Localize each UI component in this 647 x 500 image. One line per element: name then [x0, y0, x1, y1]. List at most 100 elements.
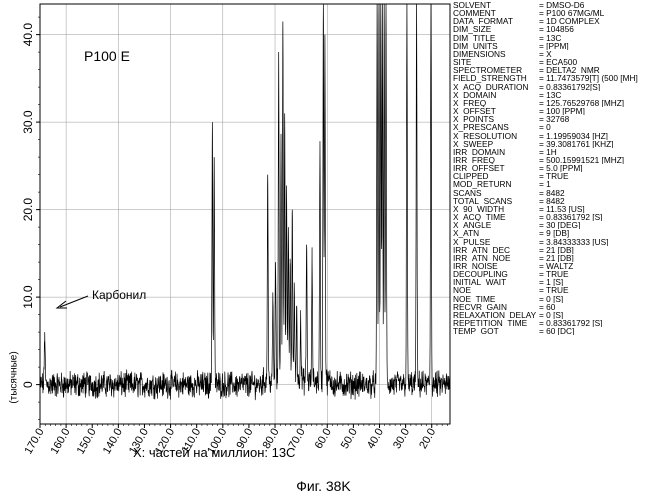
x-tick-label: 20.0 [417, 427, 438, 452]
carbonyl-label: Карбонил [92, 288, 146, 302]
param-value: = 9 [DB] [539, 229, 647, 237]
param-key: IRR_ATN_NOE [453, 254, 539, 262]
param-value: = TRUE [539, 270, 647, 278]
param-value: = 60 [539, 303, 647, 311]
param-value: = 100 [PPM] [539, 107, 647, 115]
y-tick-label: 20.0 [21, 198, 35, 222]
y-tick-label: 0 [21, 381, 35, 388]
param-row: X_POINTS= 32768 [453, 115, 647, 123]
param-key: IRR_NOISE [453, 262, 539, 270]
param-row: X_90_WIDTH= 11.53 [US] [453, 205, 647, 213]
carbonyl-arrow [57, 296, 88, 308]
param-value: = 500.15991521 [MHZ] [539, 156, 647, 164]
param-row: TEMP_GOT= 60 [DC] [453, 327, 647, 335]
param-row: X_PRESCANS= 0 [453, 123, 647, 131]
param-value: = 1.19959034 [HZ] [539, 132, 647, 140]
param-key: X_OFFSET [453, 107, 539, 115]
param-row: X_ANGLE= 30 [DEG] [453, 221, 647, 229]
param-value: = 13C [539, 91, 647, 99]
param-row: NOE= TRUE [453, 286, 647, 294]
param-key: DIM_TITLE [453, 34, 539, 42]
param-row: RECVR_GAIN= 60 [453, 303, 647, 311]
param-value: = 0 [539, 123, 647, 131]
acquisition-parameters: SOLVENT= DMSO-D6COMMENT= P100 67MG/MLDAT… [453, 1, 647, 335]
param-key: COMMENT [453, 9, 539, 17]
param-key: TEMP_GOT [453, 327, 539, 335]
param-key: DATA_FORMAT [453, 17, 539, 25]
param-value: = 11.7473579[T] (500 [MH] [539, 74, 647, 82]
param-key: IRR_FREQ [453, 156, 539, 164]
param-row: X_FREQ= 125.76529768 [MHZ] [453, 99, 647, 107]
param-key: X_POINTS [453, 115, 539, 123]
param-value: = 1D COMPLEX [539, 17, 647, 25]
param-value: = WALTZ [539, 262, 647, 270]
x-tick-label: 40.0 [365, 427, 386, 452]
y-axis: 0 10.0 20.0 30.0 40.0 [21, 17, 40, 420]
param-key: X_PRESCANS [453, 123, 539, 131]
param-row: IRR_FREQ= 500.15991521 [MHZ] [453, 156, 647, 164]
param-value: = ECA500 [539, 58, 647, 66]
param-key: X_PULSE [453, 238, 539, 246]
x-tick-label: 50.0 [339, 427, 360, 452]
param-key: X_SWEEP [453, 140, 539, 148]
param-row: SITE= ECA500 [453, 58, 647, 66]
param-key: X_FREQ [453, 99, 539, 107]
param-value: = 0 [S] [539, 311, 647, 319]
param-value: = P100 67MG/ML [539, 9, 647, 17]
param-key: NOE_TIME [453, 295, 539, 303]
param-key: DECOUPLING [453, 270, 539, 278]
param-row: DIMENSIONS= X [453, 50, 647, 58]
param-value: = 21 [DB] [539, 246, 647, 254]
param-key: X_ATN [453, 229, 539, 237]
param-row: X_PULSE= 3.84333333 [US] [453, 238, 647, 246]
param-value: = [PPM] [539, 42, 647, 50]
param-key: NOE [453, 286, 539, 294]
param-row: X_OFFSET= 100 [PPM] [453, 107, 647, 115]
param-row: DIM_SIZE= 104856 [453, 25, 647, 33]
param-row: INITIAL_WAIT= 1 [S] [453, 278, 647, 286]
param-row: X_DOMAIN= 13C [453, 91, 647, 99]
param-row: DATA_FORMAT= 1D COMPLEX [453, 17, 647, 25]
y-tick-label: 40.0 [21, 23, 35, 47]
param-value: = 32768 [539, 115, 647, 123]
param-row: IRR_ATN_NOE= 21 [DB] [453, 254, 647, 262]
param-value: = 39.3081761 [KHZ] [539, 140, 647, 148]
param-value: = 104856 [539, 25, 647, 33]
param-key: CLIPPED [453, 172, 539, 180]
param-value: = 21 [DB] [539, 254, 647, 262]
y-tick-label: 30.0 [21, 110, 35, 134]
param-value: = TRUE [539, 286, 647, 294]
param-row: DIM_TITLE= 13C [453, 34, 647, 42]
param-key: IRR_OFFSET [453, 164, 539, 172]
x-tick-label: 60.0 [313, 427, 334, 452]
param-row: X_SWEEP= 39.3081761 [KHZ] [453, 140, 647, 148]
param-row: X_RESOLUTION= 1.19959034 [HZ] [453, 132, 647, 140]
y-axis-label: (тысячные) [9, 342, 20, 414]
param-value: = 0.83361792[S] [539, 83, 647, 91]
param-key: DIMENSIONS [453, 50, 539, 58]
param-value: = 5.0 [PPM] [539, 164, 647, 172]
plot-frame [40, 4, 450, 424]
param-row: SCANS= 8482 [453, 189, 647, 197]
param-value: = 1 [S] [539, 278, 647, 286]
param-row: CLIPPED= TRUE [453, 172, 647, 180]
param-value: = 8482 [539, 189, 647, 197]
param-value: = 11.53 [US] [539, 205, 647, 213]
param-key: SPECTROMETER [453, 66, 539, 74]
x-tick-label: 140.0 [101, 427, 125, 457]
param-row: IRR_OFFSET= 5.0 [PPM] [453, 164, 647, 172]
param-value: = X [539, 50, 647, 58]
param-row: X_ACQ_TIME= 0.83361792 [S] [453, 213, 647, 221]
param-row: IRR_NOISE= WALTZ [453, 262, 647, 270]
sample-label: P100 E [84, 48, 130, 64]
param-key: SOLVENT [453, 1, 539, 9]
x-tick-label: 160.0 [49, 427, 73, 457]
param-row: RELAXATION_DELAY= 0 [S] [453, 311, 647, 319]
param-value: = 0.83361792 [S] [539, 319, 647, 327]
param-row: IRR_ATN_DEC= 21 [DB] [453, 246, 647, 254]
param-key: RELAXATION_DELAY [453, 311, 539, 319]
param-row: TOTAL_SCANS= 8482 [453, 197, 647, 205]
param-key: REPETITION_TIME [453, 319, 539, 327]
y-tick-label: 10.0 [21, 285, 35, 309]
param-row: REPETITION_TIME= 0.83361792 [S] [453, 319, 647, 327]
